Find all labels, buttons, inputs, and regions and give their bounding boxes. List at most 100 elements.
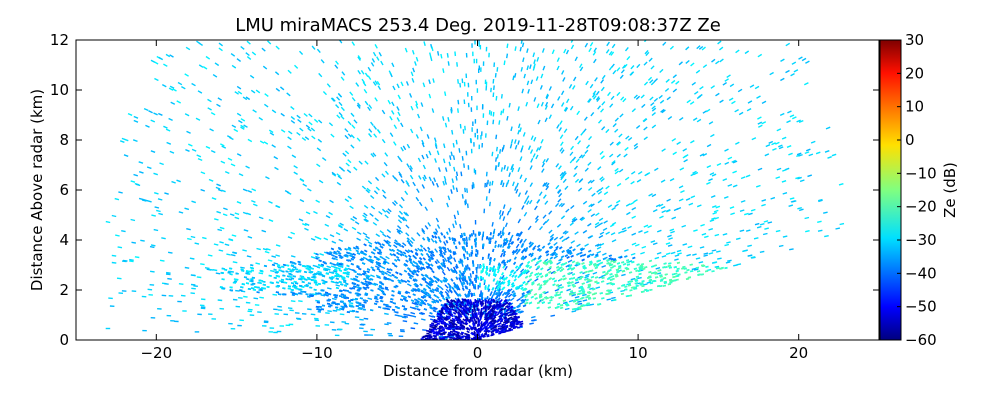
radar-gate xyxy=(215,186,221,190)
radar-gate xyxy=(522,57,525,63)
radar-gate xyxy=(616,141,622,146)
radar-gate xyxy=(229,273,233,276)
radar-gate xyxy=(574,231,579,235)
radar-gate xyxy=(463,275,467,279)
radar-gate xyxy=(544,117,548,123)
radar-gate xyxy=(404,190,409,196)
radar-gate xyxy=(705,108,711,113)
radar-gate xyxy=(437,51,440,56)
radar-gate xyxy=(570,254,574,258)
radar-gate xyxy=(732,160,738,164)
radar-gate xyxy=(502,144,505,150)
radar-gate xyxy=(436,224,441,229)
radar-gate xyxy=(643,126,648,131)
radar-gate xyxy=(634,243,640,247)
radar-gate xyxy=(356,137,361,142)
radar-gate xyxy=(796,119,801,123)
radar-gate xyxy=(166,141,172,145)
radar-gate xyxy=(290,116,296,120)
radar-gate xyxy=(133,119,139,123)
radar-gate xyxy=(586,294,591,298)
radar-gate xyxy=(663,281,667,284)
radar-gate xyxy=(648,271,652,274)
radar-gate xyxy=(556,223,562,228)
radar-gate xyxy=(643,136,648,141)
radar-gate xyxy=(210,111,216,116)
radar-gate xyxy=(440,53,443,59)
radar-gate xyxy=(648,278,653,282)
radar-gate xyxy=(251,188,257,192)
radar-gate xyxy=(366,270,370,274)
radar-gate xyxy=(391,308,396,311)
radar-gate xyxy=(429,267,433,271)
radar-gate xyxy=(410,237,416,242)
radar-gate xyxy=(321,279,325,282)
radar-gate xyxy=(326,83,331,88)
radar-gate xyxy=(631,108,636,113)
radar-gate xyxy=(299,198,305,203)
radar-gate xyxy=(553,279,558,283)
radar-gate xyxy=(556,302,561,306)
radar-gate xyxy=(395,255,400,259)
radar-gate xyxy=(357,307,363,310)
radar-gate xyxy=(380,60,384,66)
radar-gate xyxy=(273,268,277,271)
radar-gate xyxy=(755,184,761,188)
radar-gate xyxy=(580,217,586,222)
radar-gate xyxy=(486,296,489,300)
radar-gate xyxy=(759,250,765,253)
radar-gate xyxy=(671,216,677,220)
radar-gate xyxy=(712,211,718,215)
radar-gate xyxy=(590,253,595,257)
radar-gate xyxy=(574,307,578,311)
radar-gate xyxy=(268,274,272,277)
radar-gate xyxy=(520,147,523,153)
radar-gate xyxy=(272,293,278,296)
radar-gate xyxy=(329,234,335,238)
radar-gate xyxy=(528,241,532,245)
radar-gate xyxy=(344,150,350,155)
radar-gate xyxy=(339,222,344,226)
radar-gate xyxy=(310,256,316,259)
radar-gate xyxy=(532,153,536,158)
radar-gate xyxy=(599,150,604,156)
radar-gate xyxy=(367,297,373,300)
radar-gate xyxy=(523,211,528,217)
radar-gate xyxy=(431,279,435,283)
radar-gate xyxy=(457,99,460,105)
radar-gate xyxy=(625,135,630,140)
radar-gate xyxy=(724,161,730,165)
radar-gate xyxy=(569,222,575,226)
radar-gate xyxy=(196,40,201,45)
radar-gate xyxy=(545,182,550,188)
radar-gate xyxy=(331,97,336,102)
radar-gate xyxy=(757,124,763,128)
radar-gate xyxy=(264,250,270,254)
radar-gate xyxy=(605,231,610,235)
radar-gate xyxy=(312,293,317,296)
radar-gate xyxy=(281,293,285,296)
radar-gate xyxy=(397,219,403,224)
radar-gate xyxy=(522,132,526,137)
radar-gate xyxy=(659,274,663,277)
radar-gate xyxy=(448,285,452,290)
radar-gate xyxy=(540,101,544,107)
radar-gate xyxy=(168,117,173,122)
radar-gate xyxy=(521,292,525,296)
radar-gate xyxy=(545,297,549,300)
radar-gate xyxy=(603,191,609,196)
radar-gate xyxy=(494,165,498,171)
radar-gate xyxy=(219,226,225,230)
radar-gate xyxy=(340,262,344,265)
radar-gate xyxy=(622,284,626,287)
radar-gate xyxy=(594,224,600,229)
radar-gate xyxy=(111,261,117,264)
radar-gate xyxy=(287,130,293,135)
radar-gate xyxy=(401,316,407,319)
radar-gate xyxy=(726,74,731,78)
radar-gate xyxy=(216,183,221,187)
radar-gate xyxy=(545,93,549,99)
radar-gate xyxy=(209,128,214,132)
radar-gate xyxy=(497,297,501,301)
radar-gate xyxy=(790,72,795,77)
